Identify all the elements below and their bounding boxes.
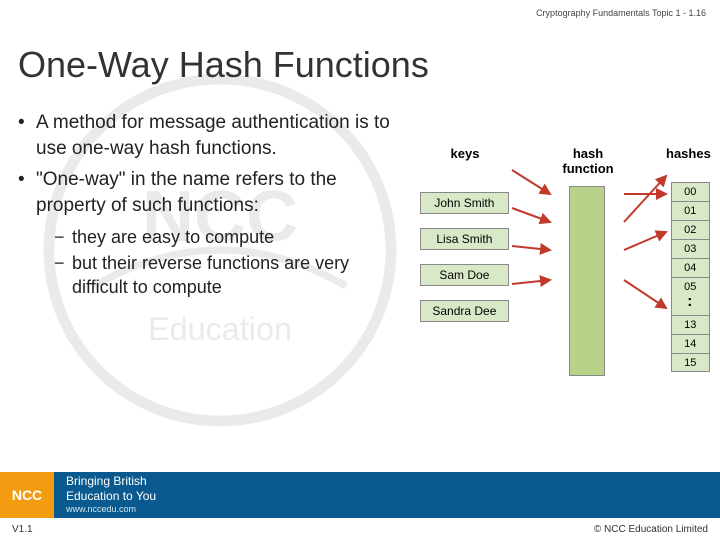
copyright-label: © NCC Education Limited xyxy=(594,524,708,535)
key-box: Sam Doe xyxy=(420,264,509,286)
hash-ellipsis: : xyxy=(671,296,710,315)
content-body: •A method for message authentication is … xyxy=(18,110,408,301)
tagline-line2: Education to You xyxy=(66,489,156,504)
diagram-header-fn: hash function xyxy=(553,146,623,176)
key-box: Sandra Dee xyxy=(420,300,509,322)
sub-bullet-text: they are easy to compute xyxy=(72,225,274,249)
arrows-out xyxy=(620,150,670,350)
hash-function-box xyxy=(569,186,605,376)
hash-box: 01 xyxy=(671,201,710,220)
sub-bullet-item: −but their reverse functions are very di… xyxy=(54,251,408,300)
hash-box: 04 xyxy=(671,258,710,277)
hash-box: 14 xyxy=(671,334,710,353)
svg-text:Education: Education xyxy=(148,311,292,347)
bullet-item: •"One-way" in the name refers to the pro… xyxy=(18,167,408,218)
hash-box: 00 xyxy=(671,182,710,201)
key-box: John Smith xyxy=(420,192,509,214)
hash-box: 02 xyxy=(671,220,710,239)
footer-url: www.nccedu.com xyxy=(66,504,156,515)
hash-box: 15 xyxy=(671,353,710,372)
bullet-text: "One-way" in the name refers to the prop… xyxy=(36,167,408,218)
sub-footer: V1.1 © NCC Education Limited xyxy=(0,518,720,540)
key-box: Lisa Smith xyxy=(420,228,509,250)
logo-badge: NCC xyxy=(0,472,54,518)
keys-column: John Smith Lisa Smith Sam Doe Sandra Dee xyxy=(420,192,509,322)
footer-band: NCC Bringing British Education to You ww… xyxy=(0,472,720,518)
logo-text: NCC xyxy=(12,487,42,503)
hashes-column: 00 01 02 03 04 05 : 13 14 15 xyxy=(671,182,710,372)
hash-box: 13 xyxy=(671,315,710,334)
tagline-line1: Bringing British xyxy=(66,474,156,489)
diagram-header-keys: keys xyxy=(420,146,510,176)
bullet-text: A method for message authentication is t… xyxy=(36,110,408,161)
arrows-in xyxy=(510,150,554,320)
diagram-header-hashes: hashes xyxy=(666,146,710,176)
bullet-item: •A method for message authentication is … xyxy=(18,110,408,161)
hash-diagram: keys hash function hashes John Smith Lis… xyxy=(420,146,710,376)
sub-bullet-text: but their reverse functions are very dif… xyxy=(72,251,408,300)
version-label: V1.1 xyxy=(12,524,33,535)
page-title: One-Way Hash Functions xyxy=(18,44,429,86)
breadcrumb: Cryptography Fundamentals Topic 1 - 1.16 xyxy=(536,8,706,18)
hash-box: 03 xyxy=(671,239,710,258)
footer-tagline: Bringing British Education to You www.nc… xyxy=(66,474,156,515)
function-column xyxy=(552,182,621,376)
sub-bullet-item: −they are easy to compute xyxy=(54,225,408,249)
